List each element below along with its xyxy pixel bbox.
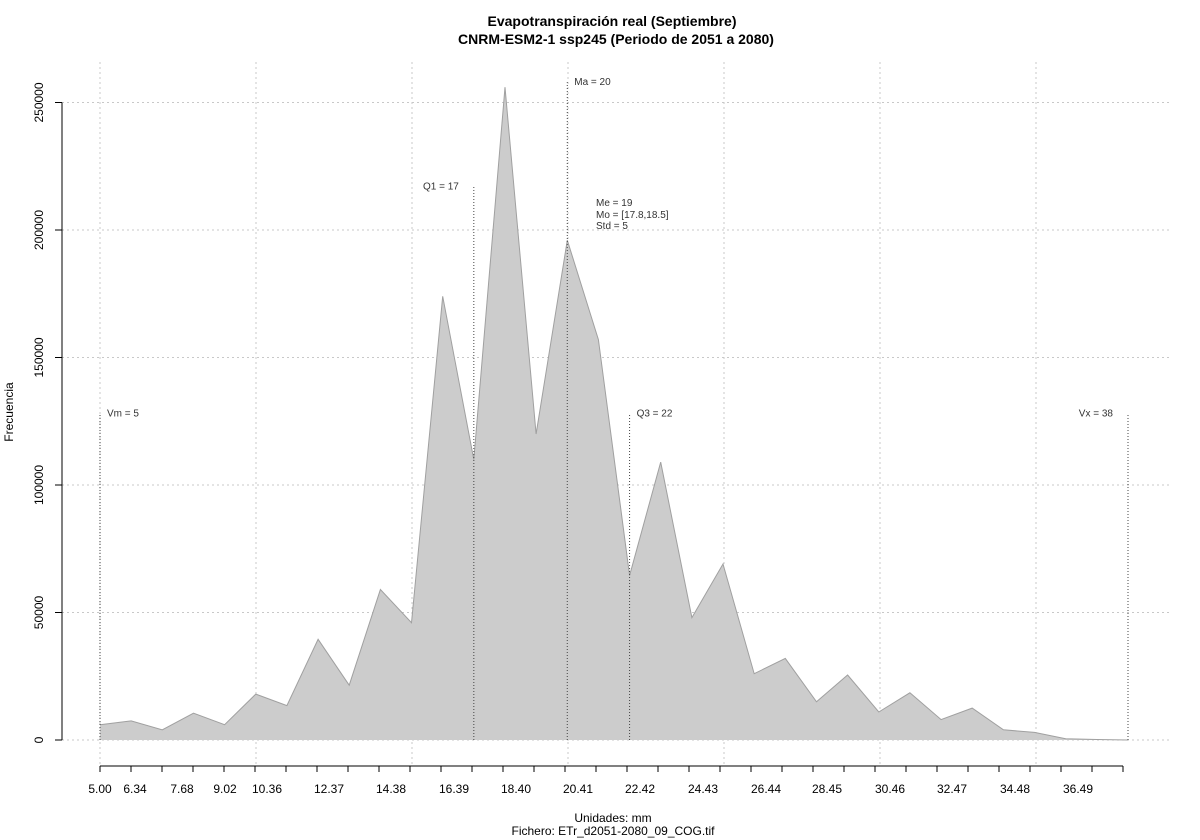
stat-std: Std = 5: [596, 221, 628, 232]
y-axis: 0 50000 100000 150000 200000 250000: [32, 82, 63, 743]
stat-median: Me = 19: [596, 198, 633, 209]
source-file-caption: Fichero: ETr_d2051-2080_09_COG.tif: [512, 824, 716, 838]
marker-label: Q3 = 22: [637, 409, 673, 420]
x-tick-label: 24.43: [688, 782, 718, 796]
x-tick-label: 34.48: [1000, 782, 1030, 796]
x-tick-label: 26.44: [751, 782, 781, 796]
y-tick-label: 50000: [32, 595, 46, 629]
y-tick-label: 250000: [32, 82, 46, 122]
x-tick-label: 28.45: [812, 782, 842, 796]
x-tick-label: 18.40: [501, 782, 531, 796]
y-axis-title: Frecuencia: [2, 382, 16, 442]
x-tick-label: 30.46: [875, 782, 905, 796]
marker-label: Vm = 5: [107, 409, 139, 420]
x-tick-label: 16.39: [439, 782, 469, 796]
y-tick-label: 100000: [32, 465, 46, 505]
x-tick-label: 7.68: [170, 782, 194, 796]
x-tick-label: 20.41: [563, 782, 593, 796]
x-tick-label: 22.42: [625, 782, 655, 796]
y-tick-label: 0: [32, 736, 46, 743]
marker-label: Ma = 20: [574, 77, 611, 88]
x-axis-title: Unidades: mm: [574, 811, 651, 825]
stats-annotation: Me = 19 Mo = [17.8,18.5] Std = 5: [596, 198, 669, 232]
x-tick-label: 14.38: [376, 782, 406, 796]
chart-subtitle: CNRM-ESM2-1 ssp245 (Periodo de 2051 a 20…: [458, 31, 774, 47]
frequency-area-outline: [99, 87, 1129, 741]
statistic-markers: Vm = 5 Q1 = 17 Ma = 20 Q3 = 22 Vx = 38: [99, 77, 1129, 740]
x-tick-label: 6.34: [123, 782, 147, 796]
marker-label: Q1 = 17: [423, 182, 459, 193]
x-tick-label: 10.36: [252, 782, 282, 796]
stat-mode: Mo = [17.8,18.5]: [596, 210, 669, 221]
frequency-area: [99, 87, 1129, 741]
x-axis: 5.00 6.34 7.68 9.02 10.36 12.37 14.38 16.39 18.4…: [88, 765, 1124, 796]
marker-label: Vx = 38: [1079, 409, 1114, 420]
x-tick-label: 32.47: [937, 782, 967, 796]
chart-title: Evapotranspiración real (Septiembre): [488, 13, 737, 29]
frequency-area-fill: [100, 87, 1128, 740]
y-tick-label: 200000: [32, 210, 46, 250]
x-tick-label: 5.00: [88, 782, 112, 796]
y-tick-label: 150000: [32, 337, 46, 377]
x-tick-label: 12.37: [314, 782, 344, 796]
x-tick-label: 9.02: [213, 782, 237, 796]
x-tick-label: 36.49: [1063, 782, 1093, 796]
